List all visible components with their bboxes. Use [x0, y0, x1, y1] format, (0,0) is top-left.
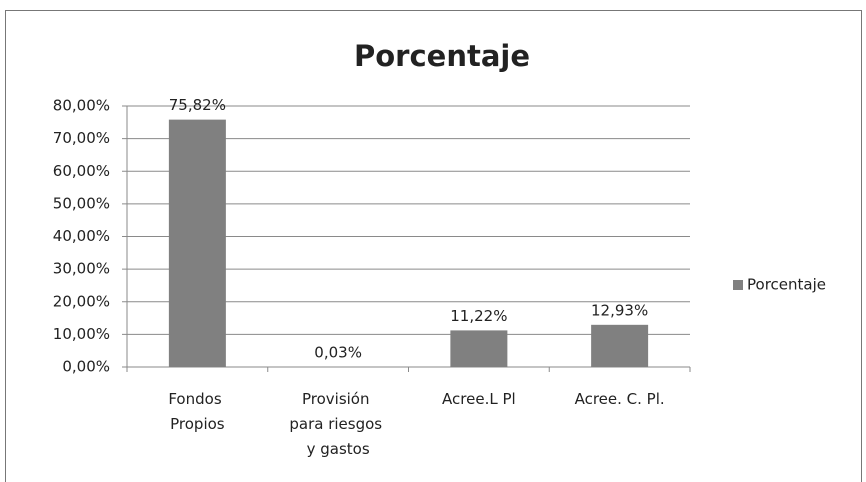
data-label: 75,82% [169, 96, 226, 114]
y-tick-label: 0,00% [62, 358, 110, 376]
bar [450, 330, 508, 367]
y-tick-label: 50,00% [53, 194, 110, 212]
y-tick-label: 30,00% [53, 260, 110, 278]
y-tick-label: 20,00% [53, 292, 110, 310]
bar [168, 119, 226, 367]
y-tick-label: 60,00% [53, 162, 110, 180]
data-label: 0,03% [314, 343, 362, 361]
legend-swatch [733, 280, 743, 290]
data-label: 12,93% [591, 301, 648, 319]
y-tick-label: 70,00% [53, 129, 110, 147]
x-tick-label: Acree. C. Pl. [575, 390, 665, 408]
data-label: 11,22% [450, 307, 507, 325]
chart-frame [5, 10, 862, 482]
x-tick-label: Acree.L Pl [442, 390, 516, 408]
y-tick-label: 80,00% [53, 97, 110, 115]
chart-title: Porcentaje [354, 39, 530, 73]
x-tick-label: Provisión para riesgos y gastos [289, 390, 387, 458]
y-tick-label: 10,00% [53, 325, 110, 343]
legend-label: Porcentaje [747, 276, 826, 294]
x-tick-label: Fondos Propios [168, 390, 226, 433]
y-tick-label: 40,00% [53, 227, 110, 245]
bar [591, 324, 649, 367]
